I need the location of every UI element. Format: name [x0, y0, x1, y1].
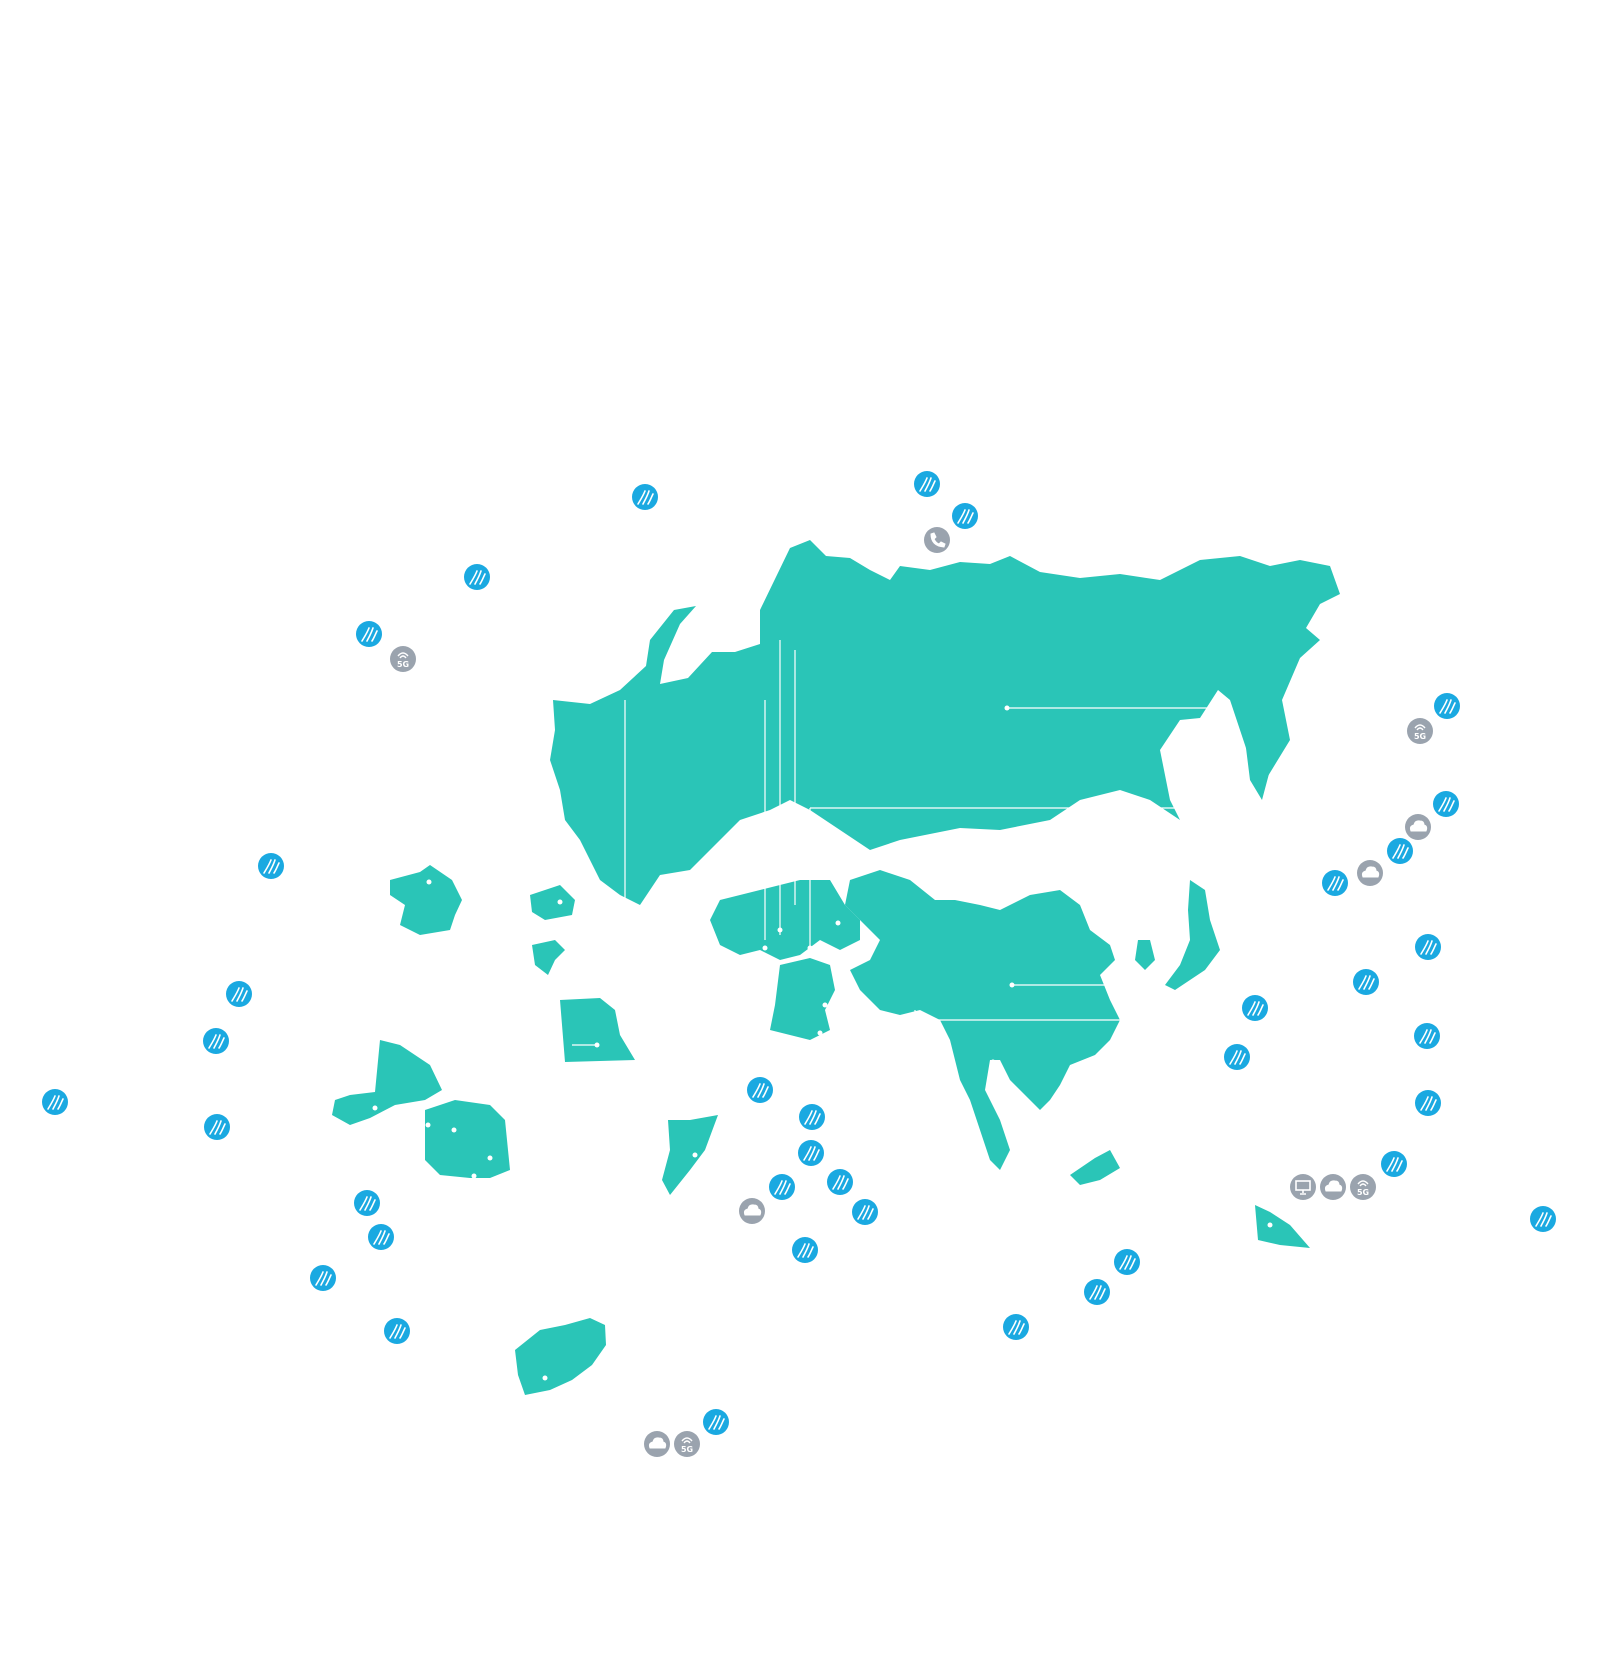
- cloud-icon[interactable]: [1320, 1174, 1346, 1200]
- cloud-icon[interactable]: [644, 1431, 670, 1457]
- fiber-optic-cable-icon[interactable]: [310, 1265, 336, 1291]
- fiber-optic-cable-icon[interactable]: [1224, 1044, 1250, 1070]
- land-sakhalin: [1245, 680, 1270, 800]
- monitor-icon[interactable]: [1290, 1174, 1316, 1200]
- fiber-optic-cable-icon[interactable]: [792, 1237, 818, 1263]
- 5g-signal-icon[interactable]: 5G: [674, 1431, 700, 1457]
- fiber-optic-cable-icon[interactable]: [1114, 1249, 1140, 1275]
- fiber-markers: [42, 471, 1556, 1435]
- fiber-optic-cable-icon[interactable]: [1433, 791, 1459, 817]
- 5g-signal-icon[interactable]: 5G: [1407, 718, 1433, 744]
- fiber-optic-cable-icon[interactable]: [42, 1089, 68, 1115]
- fiber-optic-cable-icon[interactable]: [747, 1077, 773, 1103]
- fiber-optic-cable-icon[interactable]: [1003, 1314, 1029, 1340]
- cloud-icon[interactable]: [739, 1198, 765, 1224]
- fiber-optic-cable-icon[interactable]: [1415, 934, 1441, 960]
- cloud-icon[interactable]: [1405, 814, 1431, 840]
- landmasses: [332, 540, 1340, 1395]
- phone-icon[interactable]: [924, 527, 950, 553]
- fiber-optic-cable-icon[interactable]: [356, 621, 382, 647]
- fiber-optic-cable-icon[interactable]: [203, 1028, 229, 1054]
- fiber-optic-cable-icon[interactable]: [384, 1318, 410, 1344]
- 5g-label: 5G: [1357, 1188, 1369, 1197]
- land-mali: [332, 1040, 442, 1125]
- fiber-optic-cable-icon[interactable]: [1353, 969, 1379, 995]
- land-japan: [1165, 880, 1220, 990]
- fiber-optic-cable-icon[interactable]: [769, 1174, 795, 1200]
- cloud-icon[interactable]: [1357, 860, 1383, 886]
- leader-dots: [360, 705, 1273, 1381]
- land-borneo: [1070, 1150, 1120, 1185]
- fiber-optic-cable-icon[interactable]: [1415, 1090, 1441, 1116]
- fiber-optic-cable-icon[interactable]: [799, 1104, 825, 1130]
- fiber-optic-cable-icon[interactable]: [226, 981, 252, 1007]
- fiber-optic-cable-icon[interactable]: [368, 1224, 394, 1250]
- land-south-africa: [515, 1318, 606, 1395]
- fiber-optic-cable-icon[interactable]: [798, 1140, 824, 1166]
- fiber-optic-cable-icon[interactable]: [1387, 838, 1413, 864]
- fiber-optic-cable-icon[interactable]: [354, 1190, 380, 1216]
- land-russia: [550, 540, 1340, 905]
- land-greece: [532, 940, 565, 975]
- land-pakistan: [770, 958, 835, 1040]
- fiber-optic-cable-icon[interactable]: [1381, 1151, 1407, 1177]
- land-egypt: [560, 998, 635, 1062]
- fiber-optic-cable-icon[interactable]: [1414, 1023, 1440, 1049]
- 5g-label: 5G: [397, 660, 409, 669]
- fiber-optic-cable-icon[interactable]: [952, 503, 978, 529]
- land-papua-new-guinea: [1255, 1205, 1310, 1248]
- fiber-optic-cable-icon[interactable]: [827, 1169, 853, 1195]
- fiber-optic-cable-icon[interactable]: [464, 564, 490, 590]
- land-somalia: [662, 1115, 718, 1195]
- fiber-optic-cable-icon[interactable]: [914, 471, 940, 497]
- leader-lines: [572, 640, 1225, 1100]
- land-france: [390, 865, 462, 935]
- fiber-optic-cable-icon[interactable]: [1434, 693, 1460, 719]
- fiber-optic-cable-icon[interactable]: [1322, 870, 1348, 896]
- fiber-optic-cable-icon[interactable]: [204, 1114, 230, 1140]
- fiber-optic-cable-icon[interactable]: [632, 484, 658, 510]
- fiber-optic-cable-icon[interactable]: [1530, 1206, 1556, 1232]
- fiber-optic-cable-icon[interactable]: [1242, 995, 1268, 1021]
- 5g-label: 5G: [681, 1445, 693, 1454]
- 5g-signal-icon[interactable]: 5G: [390, 646, 416, 672]
- fiber-optic-cable-icon[interactable]: [1084, 1279, 1110, 1305]
- fiber-optic-cable-icon[interactable]: [258, 853, 284, 879]
- fiber-optic-cable-icon[interactable]: [852, 1199, 878, 1225]
- 5g-signal-icon[interactable]: 5G: [1350, 1174, 1376, 1200]
- fiber-optic-cable-icon[interactable]: [703, 1409, 729, 1435]
- land-romania: [530, 885, 575, 920]
- land-kazakhstan-region: [710, 880, 860, 960]
- land-korea: [1135, 940, 1155, 970]
- 5g-label: 5G: [1414, 732, 1426, 741]
- land-nigeria: [425, 1100, 510, 1178]
- service-markers: 5G 5G 5G 5G: [390, 527, 1433, 1457]
